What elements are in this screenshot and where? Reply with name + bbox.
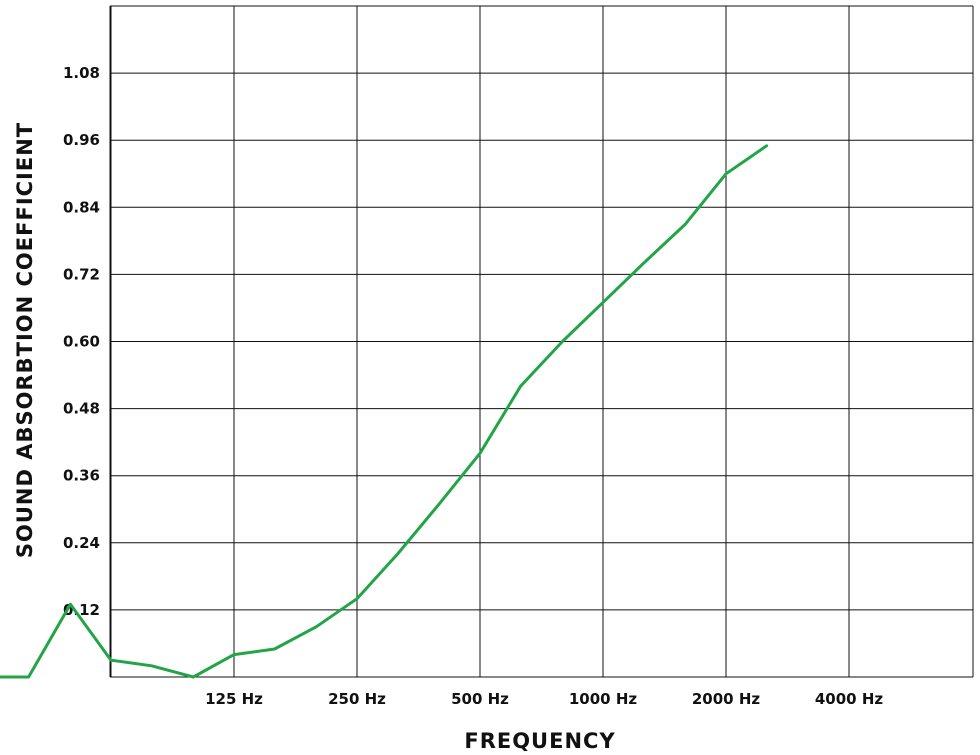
y-tick-label: 0.36	[63, 467, 100, 485]
y-tick-label: 1.08	[63, 64, 100, 82]
horizontal-gridlines	[110, 5, 973, 678]
y-tick-label: 0.48	[63, 400, 100, 418]
x-tick-labels: 125 Hz 250 Hz 500 Hz 1000 Hz 2000 Hz 4000 Hz	[205, 690, 883, 708]
y-tick-label: 0.96	[63, 131, 100, 149]
x-tick-label: 250 Hz	[328, 690, 386, 708]
x-tick-label: 500 Hz	[451, 690, 509, 708]
x-tick-label: 1000 Hz	[569, 690, 638, 708]
y-tick-label: 0.72	[63, 265, 100, 283]
y-tick-label: 0.84	[63, 198, 100, 216]
x-axis-title: FREQUENCY	[464, 729, 615, 753]
x-tick-label: 4000 Hz	[815, 690, 884, 708]
y-tick-label: 0.24	[63, 534, 100, 552]
series-layer	[0, 144, 769, 679]
y-tick-label: 0.60	[63, 333, 100, 351]
x-tick-label: 125 Hz	[205, 690, 263, 708]
series-line-0	[0, 144, 769, 679]
y-axis-title: SOUND ABSORBTION COEFFICIENT	[13, 122, 37, 558]
y-tick-labels: 0.120.240.360.480.600.720.840.961.08	[63, 64, 100, 619]
x-tick-label: 2000 Hz	[692, 690, 761, 708]
